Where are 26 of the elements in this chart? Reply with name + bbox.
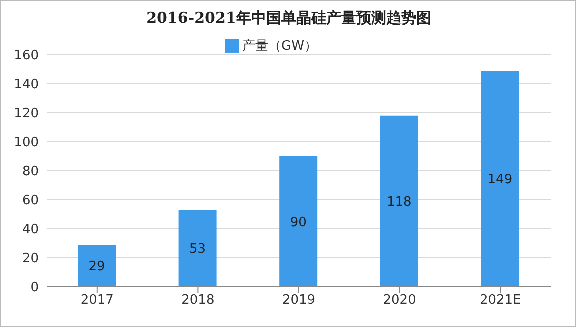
- bar: [481, 70, 520, 287]
- y-tick-label: 0: [30, 280, 39, 296]
- x-tick-label: 2017: [80, 293, 114, 308]
- y-tick-label: 120: [14, 106, 39, 122]
- data-label: 149: [488, 172, 513, 188]
- data-label: 90: [290, 215, 307, 230]
- y-tick-label: 100: [14, 136, 39, 151]
- x-tick-label: 2021E: [480, 293, 522, 308]
- y-tick-label: 40: [22, 222, 39, 238]
- x-tick-label: 2019: [282, 293, 316, 308]
- data-label: 29: [88, 260, 106, 275]
- data-label: 118: [386, 195, 412, 210]
- data-label: 53: [190, 242, 206, 258]
- legend-label: 产量（GW）: [242, 39, 318, 54]
- y-tick-label: 160: [14, 48, 39, 64]
- y-tick-label: 80: [22, 164, 39, 180]
- y-tick-label: 140: [14, 78, 39, 93]
- bar: [178, 210, 217, 287]
- bar: [380, 116, 418, 287]
- x-tick-label: 2020: [383, 293, 416, 308]
- y-tick-label: 20: [22, 252, 39, 267]
- bar: [280, 156, 318, 287]
- bar: [78, 244, 116, 287]
- x-tick-label: 2018: [182, 293, 215, 308]
- y-tick-label: 60: [22, 194, 39, 209]
- chart-title: 2016-2021年中国单晶硅产量预测趋势图: [146, 9, 432, 28]
